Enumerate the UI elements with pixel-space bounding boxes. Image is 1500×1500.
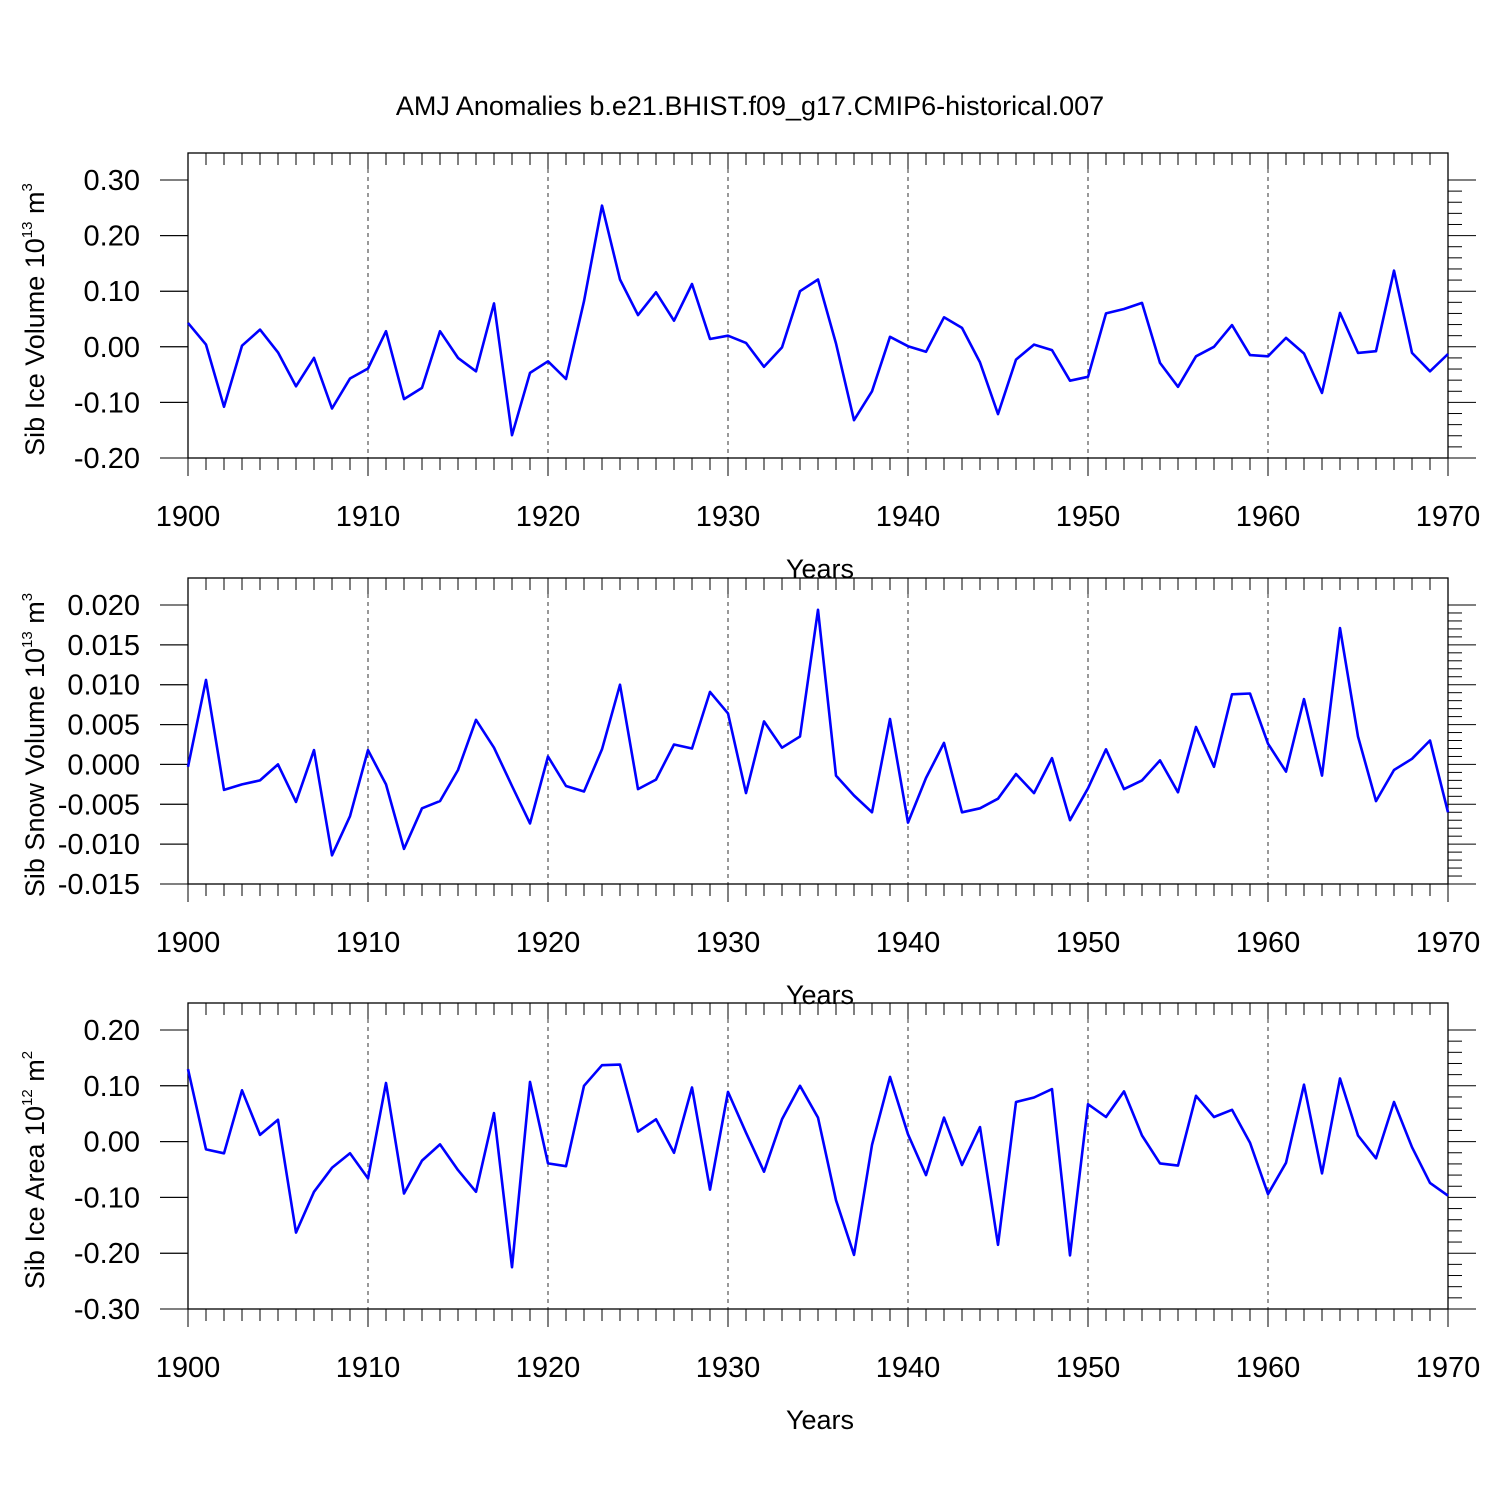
panel-1-ytick-label-4: 0.20 bbox=[84, 221, 140, 253]
panel-1-y-axis-label: Sib Ice Volume 1013 m3 bbox=[19, 183, 50, 456]
panel-1-series-line bbox=[186, 204, 1449, 437]
panel-3-xtick-label-1950: 1950 bbox=[1056, 1352, 1121, 1384]
panel-2-ytick-label-2: -0.005 bbox=[58, 789, 140, 821]
panel-3-ytick-label-5: 0.20 bbox=[84, 1015, 140, 1047]
panels: -0.20 -0.10 0.00 0.10 0.20 0.30 1900 1910 1920 19… bbox=[19, 152, 1481, 1435]
panel-1-xtick-label-1910: 1910 bbox=[336, 501, 401, 533]
panel-1-xtick-label-1900: 1900 bbox=[156, 501, 221, 533]
panel-3-series-line bbox=[186, 1063, 1449, 1269]
chart-title: AMJ Anomalies b.e21.BHIST.f09_g17.CMIP6-… bbox=[396, 91, 1104, 121]
panel-2-y-axis-label: Sib Snow Volume 1013 m3 bbox=[19, 593, 50, 897]
panel-3-ytick-label-1: -0.20 bbox=[74, 1238, 140, 1270]
panel-3-xtick-label-1960: 1960 bbox=[1236, 1352, 1301, 1384]
panel-1-xtick-label-1960: 1960 bbox=[1236, 501, 1301, 533]
panel-2-xtick-label-1930: 1930 bbox=[696, 927, 761, 959]
panel-2-ytick-label-1: -0.010 bbox=[58, 829, 140, 861]
panel-1-xtick-label-1970: 1970 bbox=[1416, 501, 1481, 533]
panel-3-ytick-label-3: 0.00 bbox=[84, 1127, 140, 1159]
panel-2-ytick-label-0: -0.015 bbox=[58, 869, 140, 901]
panel-3-xtick-label-1900: 1900 bbox=[156, 1352, 221, 1384]
panel-1-xtick-label-1940: 1940 bbox=[876, 501, 941, 533]
panel-1: -0.20 -0.10 0.00 0.10 0.20 0.30 1900 1910 1920 19… bbox=[19, 152, 1481, 584]
panel-3-xtick-label-1910: 1910 bbox=[336, 1352, 401, 1384]
panel-3-y-axis-label: Sib Ice Area 1012 m2 bbox=[19, 1051, 50, 1289]
panel-1-frame bbox=[187, 152, 1449, 459]
panel-2-frame bbox=[187, 577, 1449, 885]
panel-2-ytick-label-7: 0.020 bbox=[67, 590, 140, 622]
panel-3-ytick-label-0: -0.30 bbox=[74, 1294, 140, 1326]
panel-3: -0.30 -0.20 -0.10 0.00 0.10 0.20 1900 1910 1920 1… bbox=[19, 1002, 1481, 1435]
panel-1-ytick-label-3: 0.10 bbox=[84, 276, 140, 308]
panel-2-ytick-label-3: 0.000 bbox=[67, 749, 140, 781]
panel-2-x-axis-label: Years bbox=[786, 980, 854, 1010]
panel-1-x-axis-label: Years bbox=[786, 554, 854, 584]
panel-2-xtick-label-1970: 1970 bbox=[1416, 927, 1481, 959]
panel-2-ytick-label-4: 0.005 bbox=[67, 710, 140, 742]
panel-1-ytick-label-5: 0.30 bbox=[84, 165, 140, 197]
panel-2-xtick-label-1920: 1920 bbox=[516, 927, 581, 959]
panel-3-ytick-label-4: 0.10 bbox=[84, 1071, 140, 1103]
panel-3-x-axis-label: Years bbox=[786, 1405, 854, 1435]
panel-2-xtick-label-1900: 1900 bbox=[156, 927, 221, 959]
panel-1-xtick-label-1950: 1950 bbox=[1056, 501, 1121, 533]
panel-2-xtick-label-1960: 1960 bbox=[1236, 927, 1301, 959]
panel-1-xtick-label-1920: 1920 bbox=[516, 501, 581, 533]
panel-2-xtick-label-1950: 1950 bbox=[1056, 927, 1121, 959]
panel-1-ytick-label-2: 0.00 bbox=[84, 332, 140, 364]
panel-3-frame bbox=[187, 1002, 1449, 1310]
panel-1-xtick-label-1930: 1930 bbox=[696, 501, 761, 533]
panel-2-ytick-label-5: 0.010 bbox=[67, 670, 140, 702]
panel-1-ytick-label-1: -0.10 bbox=[74, 387, 140, 419]
panel-2-xtick-label-1910: 1910 bbox=[336, 927, 401, 959]
panel-2-series-line bbox=[186, 608, 1450, 857]
panel-1-ytick-label-0: -0.20 bbox=[74, 443, 140, 475]
panel-2-ytick-label-6: 0.015 bbox=[67, 630, 140, 662]
panel-2-xtick-label-1940: 1940 bbox=[876, 927, 941, 959]
panel-3-xtick-label-1930: 1930 bbox=[696, 1352, 761, 1384]
panel-2: -0.015 -0.010 -0.005 0.000 0.005 0.010 0.015 0.… bbox=[19, 577, 1481, 1010]
panel-3-xtick-label-1920: 1920 bbox=[516, 1352, 581, 1384]
panel-3-ytick-label-2: -0.10 bbox=[74, 1182, 140, 1214]
panel-3-xtick-label-1970: 1970 bbox=[1416, 1352, 1481, 1384]
panel-3-xtick-label-1940: 1940 bbox=[876, 1352, 941, 1384]
